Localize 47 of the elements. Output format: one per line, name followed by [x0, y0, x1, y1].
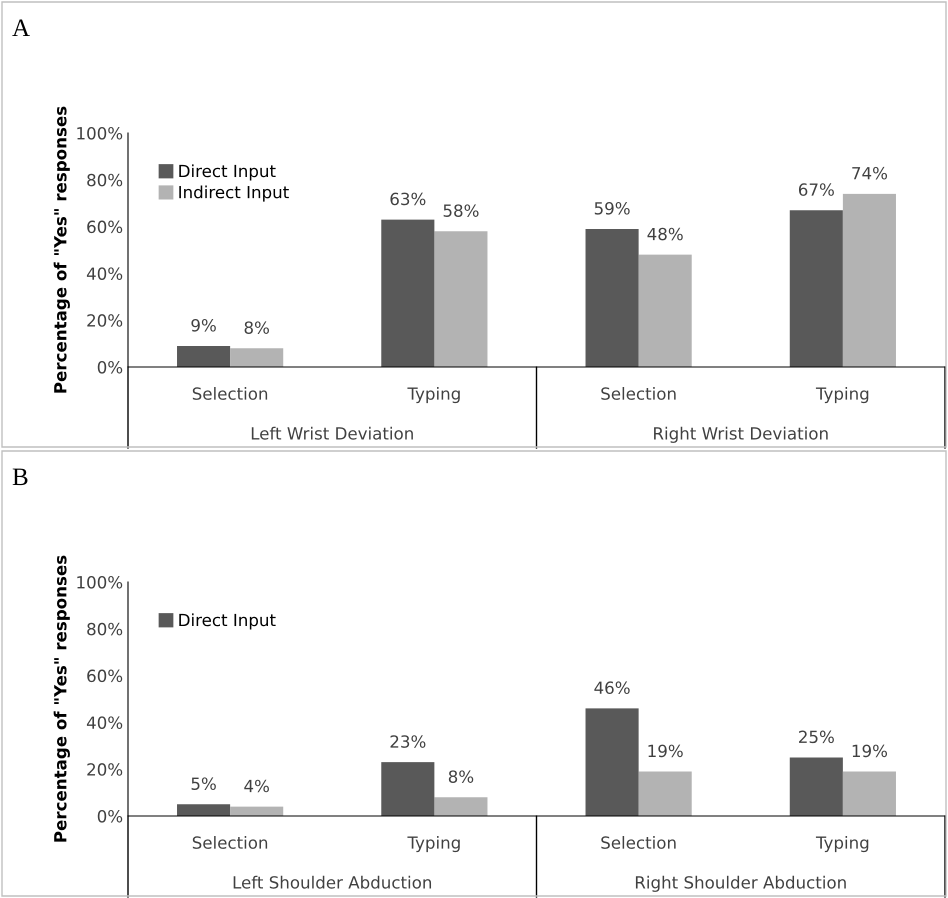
data-label: 48%: [647, 228, 683, 240]
data-label: 19%: [648, 744, 683, 758]
y-tick-label: 60%: [87, 670, 122, 682]
y-tick-label: 20%: [87, 763, 122, 776]
data-label: 4%: [244, 780, 269, 792]
data-label: 25%: [799, 730, 834, 744]
x-tick-label: Selection: [192, 387, 268, 400]
data-label: 19%: [852, 744, 888, 758]
data-label: 23%: [390, 735, 426, 748]
legend-label: Direct Input: [179, 164, 276, 181]
data-label: 63%: [390, 192, 426, 206]
y-tick-label: 20%: [87, 314, 122, 327]
legend-label: Indirect Input: [179, 186, 289, 202]
x-tick-label: Selection: [601, 836, 676, 849]
x-tick-label: Typing: [816, 836, 868, 852]
y-tick-label: 0%: [98, 810, 122, 823]
y-tick-label: 80%: [87, 174, 122, 186]
chart-title: B: [12, 468, 28, 486]
x-tick-label: Selection: [192, 836, 268, 849]
text: Right Shoulder Abduction: [636, 876, 846, 892]
data-label: 59%: [594, 202, 630, 215]
x-tick-label: Typing: [407, 836, 460, 852]
chart-title: A: [12, 20, 30, 36]
y-axis-title: Percentage of "Yes" responses: [54, 556, 70, 842]
text: Left Wrist Deviation: [252, 426, 413, 440]
y-tick-label: 80%: [87, 622, 122, 636]
data-label: 9%: [191, 318, 216, 332]
y-axis-title: Percentage of "Yes" responses: [54, 106, 70, 393]
y-tick-label: 100%: [77, 126, 122, 140]
y-tick-label: 40%: [86, 267, 122, 280]
x-tick-label: Typing: [407, 387, 460, 404]
x-tick-label: Selection: [601, 387, 676, 400]
data-label: 8%: [244, 321, 269, 334]
data-label: 46%: [594, 681, 630, 694]
data-label: 58%: [444, 204, 479, 217]
data-label: 5%: [192, 777, 216, 790]
data-label: 74%: [852, 166, 888, 180]
x-tick-label: Typing: [816, 387, 868, 404]
y-tick-label: 0%: [98, 360, 122, 374]
y-tick-label: 40%: [86, 716, 122, 729]
text: Right Wrist Deviation: [654, 426, 828, 443]
legend-label: Direct Input: [179, 613, 276, 630]
data-label: 67%: [798, 183, 834, 196]
data-label: 8%: [448, 770, 474, 783]
text: Left Shoulder Abduction: [234, 876, 432, 889]
y-tick-label: 100%: [77, 576, 122, 589]
y-tick-label: 60%: [87, 220, 122, 234]
